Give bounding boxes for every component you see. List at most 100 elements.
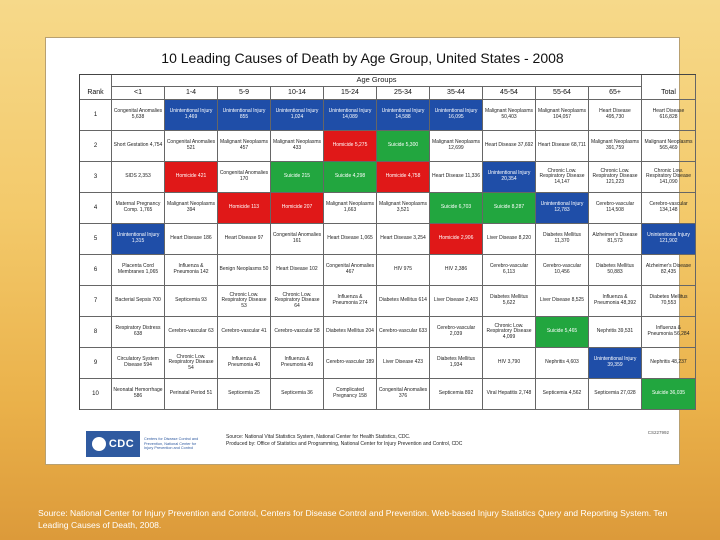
cause-cell: Diabetes Mellitus 70,553 bbox=[642, 286, 696, 317]
cause-cell: Suicide 4,298 bbox=[324, 162, 377, 193]
document-code: CS227992 bbox=[647, 430, 669, 435]
chart-frame: 10 Leading Causes of Death by Age Group,… bbox=[45, 37, 696, 465]
cause-cell: Congenital Anomalies 376 bbox=[377, 379, 430, 410]
cause-cell: HIV 2,386 bbox=[430, 255, 483, 286]
age-group-header: 35-44 bbox=[430, 87, 483, 100]
inner-produced-line: Produced by: Office of Statistics and Pr… bbox=[226, 440, 463, 447]
cause-cell: Congenital Anomalies 161 bbox=[271, 224, 324, 255]
cause-cell: Suicide 215 bbox=[271, 162, 324, 193]
cause-cell: Diabetes Mellitus 5,622 bbox=[483, 286, 536, 317]
cause-cell: Homicide 5,275 bbox=[324, 131, 377, 162]
cause-cell: Placenta Cord Membranes 1,065 bbox=[112, 255, 165, 286]
cause-cell: Homicide 4,758 bbox=[377, 162, 430, 193]
cause-cell: Unintentional Injury 39,359 bbox=[589, 348, 642, 379]
cause-cell: Influenza & Pneumonia 49 bbox=[271, 348, 324, 379]
cause-cell: Respiratory Distress 638 bbox=[112, 317, 165, 348]
cause-cell: Alzheimer's Disease 82,435 bbox=[642, 255, 696, 286]
slide-source-caption: Source: National Center for Injury Preve… bbox=[38, 508, 668, 530]
cause-cell: Unintentional Injury 1,024 bbox=[271, 100, 324, 131]
cdc-logo-text: CDC bbox=[108, 438, 135, 450]
cause-cell: Unintentional Injury 1,469 bbox=[165, 100, 218, 131]
cause-cell: Alzheimer's Disease 81,573 bbox=[589, 224, 642, 255]
cause-cell: Malignant Neoplasms 104,057 bbox=[536, 100, 589, 131]
cause-cell: Heart Disease 616,828 bbox=[642, 100, 696, 131]
cause-cell: Heart Disease 102 bbox=[271, 255, 324, 286]
inner-source-note: Source: National Vital Statistics System… bbox=[226, 434, 606, 448]
cause-cell: Septicemia 25 bbox=[218, 379, 271, 410]
cause-cell: Suicide 5,300 bbox=[377, 131, 430, 162]
cause-cell: Chronic Low. Respiratory Disease 121,223 bbox=[589, 162, 642, 193]
cause-cell: Suicide 6,703 bbox=[430, 193, 483, 224]
cause-cell: Septicemia 4,562 bbox=[536, 379, 589, 410]
cause-cell: HIV 975 bbox=[377, 255, 430, 286]
hhs-eagle-icon bbox=[91, 437, 106, 451]
cause-cell: Septicemia 27,028 bbox=[589, 379, 642, 410]
cause-cell: Chronic Low. Respiratory Disease 141,090 bbox=[642, 162, 696, 193]
cause-cell: Cerebro-vascular 2,039 bbox=[430, 317, 483, 348]
cause-cell: SIDS 2,353 bbox=[112, 162, 165, 193]
cause-cell: Cerebro-vascular 633 bbox=[377, 317, 430, 348]
cause-cell: Congenital Anomalies 467 bbox=[324, 255, 377, 286]
cause-cell: Influenza & Pneumonia 274 bbox=[324, 286, 377, 317]
cause-cell: Viral Hepatitis 2,748 bbox=[483, 379, 536, 410]
age-group-header: Total bbox=[642, 87, 696, 100]
cause-cell: Homicide 2,906 bbox=[430, 224, 483, 255]
cause-cell: Maternal Pregnancy Comp. 1,765 bbox=[112, 193, 165, 224]
cause-cell: Heart Disease 3,254 bbox=[377, 224, 430, 255]
cause-cell: Homicide 113 bbox=[218, 193, 271, 224]
rank-cell: 3 bbox=[80, 162, 112, 193]
cause-cell: Heart Disease 1,065 bbox=[324, 224, 377, 255]
cause-cell: Septicemia 892 bbox=[430, 379, 483, 410]
rank-cell: 5 bbox=[80, 224, 112, 255]
age-group-header: <1 bbox=[112, 87, 165, 100]
cause-cell: Malignant Neoplasms 565,469 bbox=[642, 131, 696, 162]
cause-cell: Benign Neoplasms 50 bbox=[218, 255, 271, 286]
cause-cell: Chronic Low. Respiratory Disease 4,099 bbox=[483, 317, 536, 348]
cause-cell: Chronic Low. Respiratory Disease 14,147 bbox=[536, 162, 589, 193]
rank-cell: 6 bbox=[80, 255, 112, 286]
age-group-header: 65+ bbox=[589, 87, 642, 100]
cause-cell: Heart Disease 11,336 bbox=[430, 162, 483, 193]
cause-cell: Cerebro-vascular 58 bbox=[271, 317, 324, 348]
cause-cell: Nephritis 4,603 bbox=[536, 348, 589, 379]
cause-cell: Cerebro-vascular 114,508 bbox=[589, 193, 642, 224]
cause-cell: Congenital Anomalies 170 bbox=[218, 162, 271, 193]
cause-cell: Heart Disease 37,692 bbox=[483, 131, 536, 162]
cause-cell: Unintentional Injury 16,095 bbox=[430, 100, 483, 131]
cause-cell: Cerebro-vascular 10,456 bbox=[536, 255, 589, 286]
age-group-header: 25-34 bbox=[377, 87, 430, 100]
cause-cell: Diabetes Mellitus 614 bbox=[377, 286, 430, 317]
cause-cell: Diabetes Mellitus 1,934 bbox=[430, 348, 483, 379]
rank-cell: 10 bbox=[80, 379, 112, 410]
cause-cell: Liver Disease 2,403 bbox=[430, 286, 483, 317]
cdc-logo-block: CDC Centers for Disease Control and Prev… bbox=[86, 430, 216, 458]
cause-cell: Unintentional Injury 121,902 bbox=[642, 224, 696, 255]
cause-cell: Unintentional Injury 14,089 bbox=[324, 100, 377, 131]
cause-cell: Congenital Anomalies 521 bbox=[165, 131, 218, 162]
cause-cell: Unintentional Injury 14,588 bbox=[377, 100, 430, 131]
cause-cell: Perinatal Period 51 bbox=[165, 379, 218, 410]
age-group-header: 1-4 bbox=[165, 87, 218, 100]
page-title: 10 Leading Causes of Death by Age Group,… bbox=[161, 50, 564, 66]
cause-cell: Influenza & Pneumonia 48,392 bbox=[589, 286, 642, 317]
cause-cell: Influenza & Pneumonia 56,284 bbox=[642, 317, 696, 348]
cdc-logo: CDC bbox=[86, 431, 140, 457]
cause-cell: Cerebro-vascular 134,148 bbox=[642, 193, 696, 224]
cause-cell: Nephritis 48,237 bbox=[642, 348, 696, 379]
header-blank-left bbox=[80, 75, 112, 87]
cause-cell: Heart Disease 186 bbox=[165, 224, 218, 255]
cause-cell: Suicide 5,465 bbox=[536, 317, 589, 348]
inner-source-line: Source: National Vital Statistics System… bbox=[226, 434, 411, 440]
cause-cell: Diabetes Mellitus 11,370 bbox=[536, 224, 589, 255]
cause-cell: Malignant Neoplasms 433 bbox=[271, 131, 324, 162]
age-group-header: 5-9 bbox=[218, 87, 271, 100]
cause-cell: HIV 3,790 bbox=[483, 348, 536, 379]
cause-cell: Malignant Neoplasms 391,759 bbox=[589, 131, 642, 162]
cause-cell: Cerebro-vascular 6,113 bbox=[483, 255, 536, 286]
rank-cell: 4 bbox=[80, 193, 112, 224]
rank-cell: 7 bbox=[80, 286, 112, 317]
cause-cell: Congenital Anomalies 5,638 bbox=[112, 100, 165, 131]
cause-cell: Circulatory System Disease 594 bbox=[112, 348, 165, 379]
cause-cell: Neonatal Hemorrhage 586 bbox=[112, 379, 165, 410]
rank-cell: 8 bbox=[80, 317, 112, 348]
